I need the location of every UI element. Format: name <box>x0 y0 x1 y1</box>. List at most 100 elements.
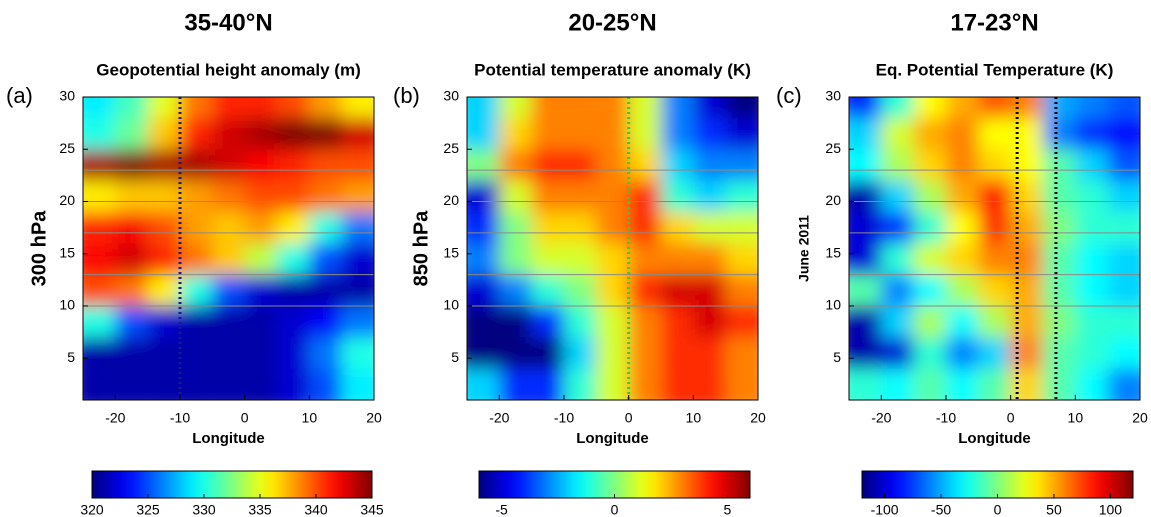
heat-cell <box>467 243 500 275</box>
panel-label: (c) <box>776 83 802 108</box>
heat-cell <box>277 305 310 338</box>
heat-cell <box>564 368 597 400</box>
heat-cell <box>1075 117 1108 150</box>
heat-cell <box>946 211 979 244</box>
heat-cell <box>596 97 629 118</box>
heat-cell <box>628 97 661 118</box>
y-axis-label: 300 hPa <box>28 210 50 286</box>
heat-cell <box>1043 243 1076 275</box>
heat-cell <box>180 180 213 212</box>
heat-cell <box>309 368 342 400</box>
heat-cell <box>1075 211 1108 244</box>
heat-cell <box>341 337 374 369</box>
x-tick-label: -10 <box>936 410 956 426</box>
heat-cell <box>147 337 180 369</box>
heat-cell <box>596 117 629 150</box>
y-tick-label: 5 <box>833 349 841 365</box>
heat-cell <box>83 274 116 306</box>
heat-cell <box>564 305 597 338</box>
heat-cell <box>499 117 532 150</box>
heat-cell <box>693 368 726 400</box>
heat-cell <box>1075 337 1108 369</box>
heat-cell <box>212 149 245 181</box>
heat-cell <box>115 97 148 118</box>
heat-cell <box>661 211 694 244</box>
heat-cell <box>849 274 882 306</box>
heat-cell <box>913 97 946 118</box>
colorbar-tick-label: 335 <box>248 502 272 517</box>
y-tick-label: 20 <box>825 192 841 208</box>
y-axis-label: June 2011 <box>796 215 812 282</box>
y-tick-label: 15 <box>825 244 841 260</box>
heat-cell <box>115 305 148 338</box>
heat-cell <box>467 211 500 244</box>
heat-cell <box>978 274 1011 306</box>
heat-cell <box>531 274 564 306</box>
heat-cell <box>661 97 694 118</box>
heat-cell <box>849 180 882 212</box>
heat-cell <box>978 243 1011 275</box>
heat-cell <box>1043 97 1076 118</box>
heat-cell <box>913 180 946 212</box>
heat-cell <box>467 117 500 150</box>
chart-subtitle: Potential temperature anomaly (K) <box>474 60 751 79</box>
heat-cell <box>83 149 116 181</box>
colorbar-tick-label: 320 <box>80 502 104 517</box>
heat-cell <box>147 180 180 212</box>
heat-cell <box>913 274 946 306</box>
heat-cell <box>661 180 694 212</box>
panel-label: (a) <box>6 83 33 108</box>
y-tick-label: 15 <box>59 244 75 260</box>
heat-cell <box>244 149 277 181</box>
heat-cell <box>147 97 180 118</box>
heat-cell <box>83 211 116 244</box>
heat-cell <box>244 368 277 400</box>
heat-cell <box>881 180 914 212</box>
colorbar-tick-label: -50 <box>931 502 951 517</box>
heat-cell <box>725 243 758 275</box>
heat-cell <box>1075 149 1108 181</box>
x-tick-label: 20 <box>750 410 766 426</box>
heat-cell <box>1075 305 1108 338</box>
panel: 17-23°N Eq. Potential Temperature (K) (c) J… <box>776 9 1148 517</box>
heat-cell <box>180 117 213 150</box>
colorbar-tick-label: 330 <box>192 502 216 517</box>
heat-cell <box>693 243 726 275</box>
heat-cell <box>309 337 342 369</box>
colorbar <box>91 470 373 499</box>
x-axis-label: Longitude <box>958 430 1030 447</box>
heatmap-cells <box>467 97 758 400</box>
chart-subtitle: Geopotential height anomaly (m) <box>96 60 360 79</box>
y-tick-label: 10 <box>825 297 841 313</box>
heat-cell <box>277 274 310 306</box>
colorbar-tick-label: 340 <box>304 502 328 517</box>
x-tick-label: -20 <box>105 410 125 426</box>
colorbar <box>478 470 751 499</box>
chart-title: 35-40°N <box>184 9 272 36</box>
x-tick-label: 20 <box>366 410 382 426</box>
heat-cell <box>1010 211 1043 244</box>
heat-cell <box>244 305 277 338</box>
heat-cell <box>341 274 374 306</box>
heat-cell <box>725 368 758 400</box>
x-tick-label: -20 <box>871 410 891 426</box>
heat-cell <box>244 117 277 150</box>
y-tick-label: 25 <box>59 140 75 156</box>
heat-cell <box>978 97 1011 118</box>
heat-cell <box>725 97 758 118</box>
heat-cell <box>1107 243 1140 275</box>
heat-cell <box>596 180 629 212</box>
heat-cell <box>725 211 758 244</box>
heat-cell <box>628 305 661 338</box>
heat-cell <box>628 243 661 275</box>
heat-cell <box>244 97 277 118</box>
heat-cell <box>1010 180 1043 212</box>
heat-cell <box>341 117 374 150</box>
heat-cell <box>661 305 694 338</box>
heat-cell <box>1107 211 1140 244</box>
heat-cell <box>83 337 116 369</box>
heat-cell <box>180 243 213 275</box>
heat-cell <box>212 117 245 150</box>
heat-cell <box>693 180 726 212</box>
heat-cell <box>596 274 629 306</box>
